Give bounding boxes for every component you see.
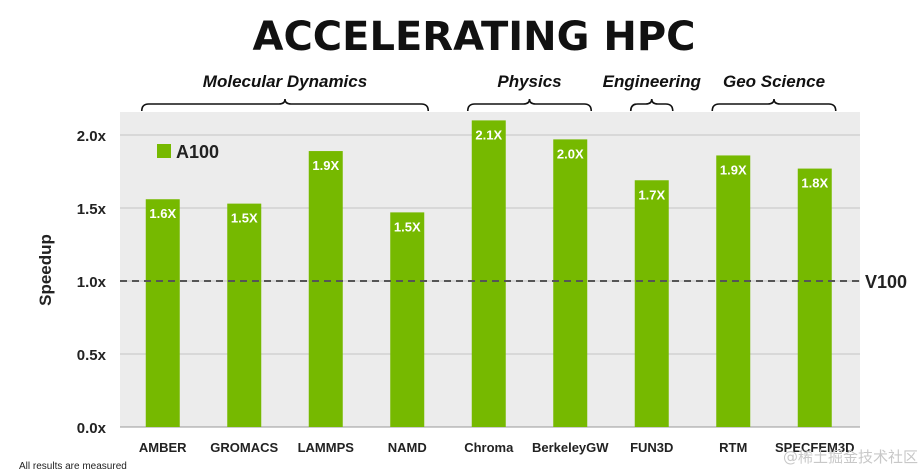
y-tick-label: 0.0x <box>77 420 107 437</box>
y-axis-label: Speedup <box>36 234 55 306</box>
bar-value-label: 1.5X <box>394 219 421 234</box>
category-label: RTM <box>719 440 747 455</box>
group-bracket <box>466 98 593 112</box>
category-label: BerkeleyGW <box>532 440 609 455</box>
bar-value-label: 1.7X <box>638 187 665 202</box>
bar-value-label: 1.9X <box>312 158 339 173</box>
bar-value-label: 1.5X <box>231 211 258 226</box>
legend-swatch <box>157 144 171 158</box>
bar-value-label: 2.0X <box>557 146 584 161</box>
y-tick-label: 1.5x <box>77 201 107 218</box>
bar-value-label: 1.9X <box>720 162 747 177</box>
bar <box>471 120 506 428</box>
bar <box>634 180 669 427</box>
y-tick-label: 2.0x <box>77 128 107 145</box>
footnote: All results are measured <box>19 461 127 472</box>
watermark: @稀土掘金技术社区 <box>783 448 918 466</box>
group-bracket <box>629 98 674 112</box>
category-label: NAMD <box>388 440 427 455</box>
legend-label: A100 <box>176 142 219 162</box>
category-label: AMBER <box>139 440 187 455</box>
category-labels: AMBER GROMACS LAMMPS NAMD Chroma BerkeleyGW FU… <box>139 440 855 455</box>
bar-value-label: 1.8X <box>801 176 828 191</box>
reference-line-group: V100 <box>120 272 907 292</box>
bar <box>227 203 262 427</box>
category-label: Chroma <box>464 440 514 455</box>
bar <box>308 151 343 427</box>
category-label: SPECFEM3D <box>775 440 854 455</box>
group-label: Engineering <box>603 72 702 91</box>
y-tick-label: 0.5x <box>77 347 107 364</box>
group-label: Geo Science <box>723 72 825 91</box>
group-bracket <box>711 98 837 112</box>
group-label: Molecular Dynamics <box>203 72 367 91</box>
group-label: Physics <box>497 72 561 91</box>
category-label: GROMACS <box>210 440 278 455</box>
bar-value-label: 1.6X <box>149 206 176 221</box>
bar <box>553 139 588 427</box>
bar <box>145 199 180 427</box>
category-label: FUN3D <box>630 440 673 455</box>
group-brackets: Molecular Dynamics Physics Engineering Geo … <box>140 72 837 112</box>
chart-title: ACCELERATING HPC <box>252 14 695 60</box>
bar <box>797 168 832 427</box>
y-ticks: 0.0x 0.5x 1.0x 1.5x 2.0x <box>77 128 107 437</box>
bar <box>716 155 751 427</box>
y-tick-label: 1.0x <box>77 274 107 291</box>
reference-line-label: V100 <box>865 272 907 292</box>
group-bracket <box>140 98 430 112</box>
bar-value-label: 2.1X <box>475 127 502 142</box>
legend: A100 <box>157 142 219 162</box>
category-label: LAMMPS <box>298 440 355 455</box>
bars: 1.6X 1.5X 1.9X 1.5X 2.1X 2.0X 1.7X 1.9X 1.8X <box>145 120 832 428</box>
bar <box>390 212 425 427</box>
